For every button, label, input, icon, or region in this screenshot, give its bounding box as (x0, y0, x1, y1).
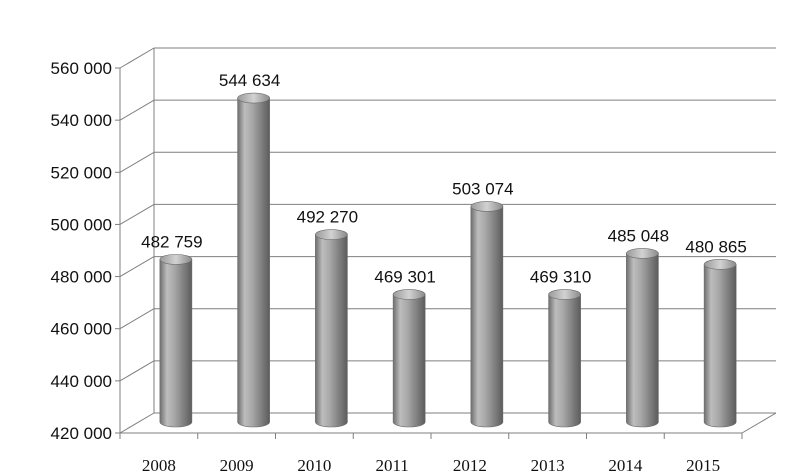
axes (115, 48, 777, 439)
bar (548, 289, 581, 428)
bar-top (470, 201, 504, 212)
data-label: 480 865 (685, 237, 746, 256)
bar-top (159, 254, 193, 265)
x-tick-label: 2009 (220, 456, 254, 474)
gridlines (119, 47, 776, 434)
gridline-side (119, 99, 155, 121)
x-tick-label: 2014 (608, 456, 643, 474)
y-tick-label: 540 000 (51, 111, 112, 130)
y-tick-label: 460 000 (51, 320, 112, 339)
y-tick-label: 500 000 (51, 215, 112, 234)
bar (626, 248, 659, 428)
bar (237, 92, 270, 428)
gridline-side (119, 47, 155, 69)
y-tick-label: 420 000 (51, 424, 112, 443)
data-labels: 482 759 544 634 492 270 469 301 503 074 469 3… (141, 71, 747, 286)
bar-body (392, 294, 426, 428)
data-label: 469 310 (530, 267, 591, 286)
bar-top (315, 229, 348, 240)
x-tick-label: 2012 (453, 456, 487, 474)
bar (159, 254, 193, 428)
bar-top (392, 289, 426, 300)
data-label: 503 074 (452, 179, 513, 198)
y-tick-label: 560 000 (51, 59, 112, 78)
gridline-side (119, 256, 155, 278)
x-tick-label: 2015 (686, 456, 720, 474)
bar (392, 289, 426, 428)
y-tick-label: 440 000 (51, 372, 112, 391)
bar-body (470, 206, 504, 428)
bar (703, 259, 737, 428)
gridline-side (119, 360, 155, 382)
bar-top (548, 289, 581, 300)
bar-body (237, 97, 270, 428)
x-tick-label: 2010 (297, 456, 331, 474)
gridline-side (119, 308, 155, 330)
x-tick-label: 2013 (531, 456, 565, 474)
bar-body (703, 264, 737, 428)
x-tick-label: 2011 (375, 456, 408, 474)
bar-top (237, 92, 270, 104)
bar-body (548, 294, 581, 428)
bar-top (703, 259, 737, 270)
gridline-side (119, 151, 155, 173)
data-label: 469 301 (374, 267, 435, 286)
bar-body (626, 253, 659, 428)
bar-body (315, 234, 348, 428)
bar (470, 201, 504, 428)
x-tick-label: 2008 (142, 456, 176, 474)
data-label: 544 634 (219, 71, 280, 90)
y-tick-label: 520 000 (51, 163, 112, 182)
floor-edge (741, 412, 777, 434)
gridline-side (119, 412, 155, 434)
data-label: 492 270 (297, 208, 358, 227)
gridline-side (119, 203, 155, 225)
bars (159, 92, 737, 428)
data-label: 485 048 (608, 226, 669, 245)
tick-labels: 420 000 440 000 460 000 480 000 500 000 520 0… (51, 59, 721, 474)
bar-body (159, 259, 193, 428)
data-label: 482 759 (141, 232, 202, 251)
bar-top (626, 248, 659, 259)
y-tick-label: 480 000 (51, 268, 112, 287)
bar (315, 229, 348, 428)
